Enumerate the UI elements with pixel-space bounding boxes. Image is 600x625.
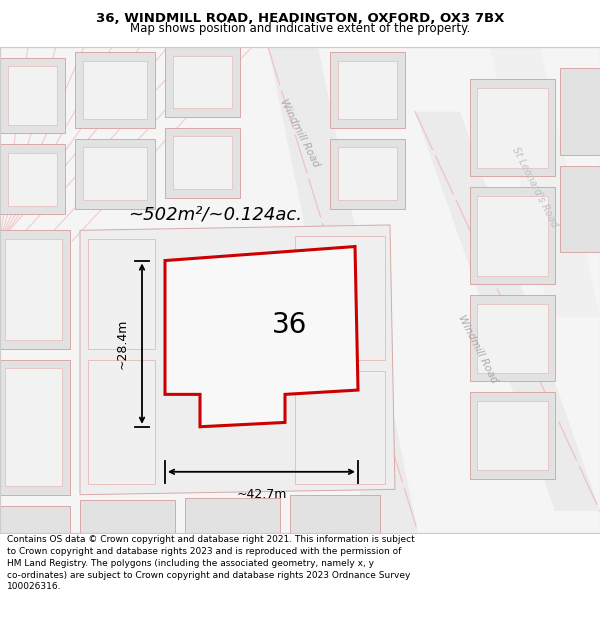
- Polygon shape: [470, 295, 555, 381]
- Polygon shape: [5, 369, 62, 486]
- Polygon shape: [295, 371, 385, 484]
- Text: ~42.7m: ~42.7m: [236, 488, 287, 501]
- Text: ~502m²/~0.124ac.: ~502m²/~0.124ac.: [128, 205, 302, 223]
- Text: 36, WINDMILL ROAD, HEADINGTON, OXFORD, OX3 7BX: 36, WINDMILL ROAD, HEADINGTON, OXFORD, O…: [96, 12, 504, 25]
- Polygon shape: [330, 139, 405, 209]
- Polygon shape: [338, 148, 397, 200]
- Polygon shape: [75, 52, 155, 128]
- Polygon shape: [338, 61, 397, 119]
- Text: Windmill Road: Windmill Road: [457, 313, 499, 385]
- Polygon shape: [83, 61, 147, 119]
- Polygon shape: [490, 47, 600, 317]
- Polygon shape: [330, 52, 405, 128]
- Polygon shape: [415, 112, 600, 511]
- Polygon shape: [173, 56, 232, 108]
- Polygon shape: [470, 79, 555, 176]
- Polygon shape: [477, 304, 548, 372]
- Polygon shape: [0, 58, 65, 133]
- Polygon shape: [560, 69, 600, 155]
- Polygon shape: [0, 47, 600, 532]
- Polygon shape: [173, 136, 232, 189]
- Polygon shape: [290, 495, 380, 532]
- Polygon shape: [83, 148, 147, 200]
- Polygon shape: [8, 66, 57, 124]
- Polygon shape: [268, 47, 418, 532]
- Polygon shape: [560, 166, 600, 252]
- Text: Windmill Road: Windmill Road: [278, 98, 322, 169]
- Polygon shape: [295, 236, 385, 360]
- Polygon shape: [5, 239, 62, 341]
- Polygon shape: [470, 187, 555, 284]
- Polygon shape: [165, 246, 358, 427]
- Polygon shape: [88, 239, 155, 349]
- Polygon shape: [0, 231, 70, 349]
- Text: Contains OS data © Crown copyright and database right 2021. This information is : Contains OS data © Crown copyright and d…: [7, 535, 415, 591]
- Polygon shape: [80, 500, 175, 532]
- Polygon shape: [0, 144, 65, 214]
- Polygon shape: [8, 152, 57, 206]
- Polygon shape: [477, 88, 548, 168]
- Polygon shape: [477, 401, 548, 470]
- Polygon shape: [165, 128, 240, 198]
- Polygon shape: [185, 498, 280, 532]
- Polygon shape: [0, 506, 70, 532]
- Text: St Leonard's Road: St Leonard's Road: [511, 145, 560, 229]
- Polygon shape: [80, 225, 395, 495]
- Text: 36: 36: [272, 311, 308, 339]
- Polygon shape: [88, 360, 155, 484]
- Polygon shape: [165, 47, 240, 117]
- Polygon shape: [0, 360, 70, 495]
- Text: ~28.4m: ~28.4m: [116, 319, 129, 369]
- Polygon shape: [470, 392, 555, 479]
- Polygon shape: [477, 196, 548, 276]
- Text: Map shows position and indicative extent of the property.: Map shows position and indicative extent…: [130, 22, 470, 35]
- Polygon shape: [75, 139, 155, 209]
